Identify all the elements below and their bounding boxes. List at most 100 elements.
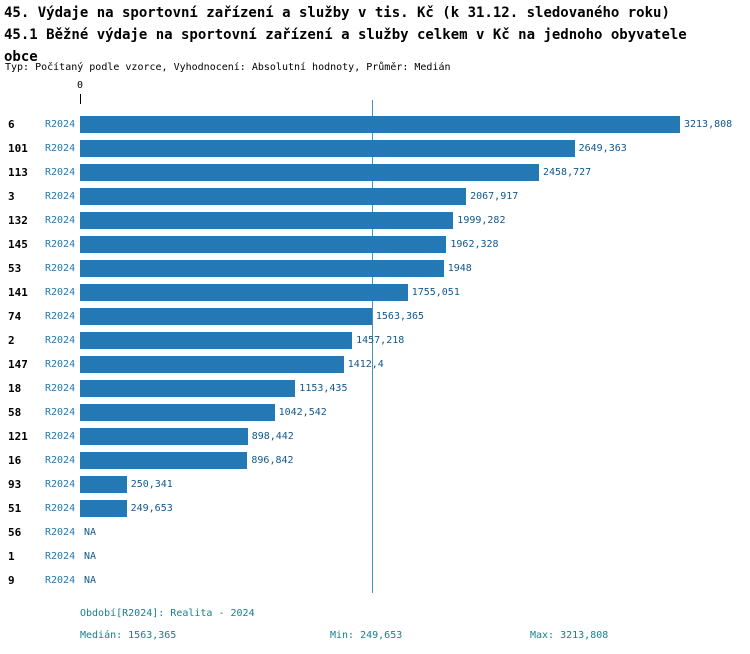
bar-value-label: 1962,328	[450, 238, 499, 250]
bar	[80, 451, 248, 469]
footer-median-label: Medián: 1563,365	[80, 630, 177, 641]
bar	[80, 259, 444, 277]
row-plot: NA	[80, 572, 750, 589]
row-plot: 2458,727	[80, 163, 750, 181]
row-plot: 896,842	[80, 451, 750, 469]
row-id: 93	[8, 477, 22, 491]
row-plot: 1999,282	[80, 211, 750, 229]
row-series-label: R2024	[45, 382, 76, 394]
row-series-label: R2024	[45, 166, 76, 178]
bar	[80, 499, 127, 517]
bar-value-label: 1042,542	[278, 406, 327, 418]
row-plot: 2067,917	[80, 187, 750, 205]
bar	[80, 475, 127, 493]
row-series-label: R2024	[45, 574, 76, 586]
row-plot: NA	[80, 548, 750, 565]
chart-row: 18 R2024 1153,435	[0, 376, 750, 400]
chart-title-line3: obce	[4, 49, 38, 65]
row-series-label: R2024	[45, 454, 76, 466]
axis-zero-tick	[80, 94, 81, 104]
row-series-label: R2024	[45, 502, 76, 514]
row-series-label: R2024	[45, 334, 76, 346]
bar-value-label: 1999,282	[457, 214, 506, 226]
row-series-label: R2024	[45, 406, 76, 418]
bar-value-label: 1948	[447, 262, 472, 274]
row-id: 6	[8, 117, 15, 131]
row-plot: 1042,542	[80, 403, 750, 421]
row-id: 74	[8, 309, 22, 323]
row-series-label: R2024	[45, 214, 76, 226]
row-id: 141	[8, 285, 28, 299]
bar-value-label: 2067,917	[470, 190, 519, 202]
row-plot: 1153,435	[80, 379, 750, 397]
row-series-label: R2024	[45, 190, 76, 202]
row-id: 56	[8, 525, 22, 539]
row-id: 132	[8, 213, 28, 227]
bar	[80, 235, 447, 253]
row-plot: 249,653	[80, 499, 750, 517]
chart-row: 56 R2024 NA	[0, 520, 750, 544]
chart-row: 141 R2024 1755,051	[0, 280, 750, 304]
row-id: 1	[8, 549, 15, 563]
chart-title-line1: 45. Výdaje na sportovní zařízení a služb…	[4, 5, 670, 21]
row-id: 2	[8, 333, 15, 347]
row-plot: 3213,808	[80, 115, 750, 133]
chart-row: 51 R2024 249,653	[0, 496, 750, 520]
row-id: 3	[8, 189, 15, 203]
bar-value-label: NA	[84, 574, 97, 586]
bar-value-label: 1153,435	[299, 382, 348, 394]
chart-row: 113 R2024 2458,727	[0, 160, 750, 184]
bar-value-label: 3213,808	[684, 118, 733, 130]
bar	[80, 115, 680, 133]
row-series-label: R2024	[45, 430, 76, 442]
footer-min-label: Min: 249,653	[330, 630, 403, 641]
footer-period-label: Období[R2024]: Realita - 2024	[80, 608, 255, 619]
chart-row: 132 R2024 1999,282	[0, 208, 750, 232]
chart-row: 145 R2024 1962,328	[0, 232, 750, 256]
bar-value-label: 1755,051	[411, 286, 460, 298]
bar-value-label: 1563,365	[375, 310, 425, 322]
row-id: 9	[8, 573, 15, 587]
row-series-label: R2024	[45, 238, 76, 250]
chart-row: 93 R2024 250,341	[0, 472, 750, 496]
bar	[80, 187, 467, 205]
row-plot: 898,442	[80, 427, 750, 445]
chart-row: 121 R2024 898,442	[0, 424, 750, 448]
row-id: 58	[8, 405, 22, 419]
row-series-label: R2024	[45, 478, 76, 490]
bar-value-label: NA	[84, 550, 97, 562]
chart-rows: 6 R2024 3213,808 101 R2024 2649,363 113 R2024 24…	[0, 112, 750, 592]
chart-row: 74 R2024 1563,365	[0, 304, 750, 328]
row-series-label: R2024	[45, 262, 76, 274]
chart-row: 16 R2024 896,842	[0, 448, 750, 472]
row-plot: 1563,365	[80, 307, 750, 325]
bar	[80, 211, 454, 229]
bar-value-label: 1412,4	[347, 358, 384, 370]
footer-max-label: Max: 3213,808	[530, 630, 609, 641]
bar	[80, 331, 353, 349]
bar-value-label: 250,341	[130, 478, 173, 490]
row-id: 18	[8, 381, 22, 395]
row-series-label: R2024	[45, 118, 76, 130]
chart-row: 58 R2024 1042,542	[0, 400, 750, 424]
chart-row: 2 R2024 1457,218	[0, 328, 750, 352]
row-series-label: R2024	[45, 142, 76, 154]
row-id: 101	[8, 141, 28, 155]
bar-value-label: 2649,363	[578, 142, 627, 154]
row-series-label: R2024	[45, 286, 76, 298]
bar	[80, 283, 408, 301]
bar-value-label: 896,842	[251, 454, 294, 466]
chart-subtitle: Typ: Počítaný podle vzorce, Vyhodnocení:…	[5, 62, 451, 73]
chart-row: 147 R2024 1412,4	[0, 352, 750, 376]
row-id: 121	[8, 429, 28, 443]
row-id: 145	[8, 237, 28, 251]
bar	[80, 403, 275, 421]
row-plot: 2649,363	[80, 139, 750, 157]
bar	[80, 427, 248, 445]
row-plot: 1412,4	[80, 355, 750, 373]
row-plot: 1755,051	[80, 283, 750, 301]
row-plot: NA	[80, 524, 750, 541]
bar	[80, 163, 539, 181]
row-plot: 1457,218	[80, 331, 750, 349]
row-id: 113	[8, 165, 28, 179]
